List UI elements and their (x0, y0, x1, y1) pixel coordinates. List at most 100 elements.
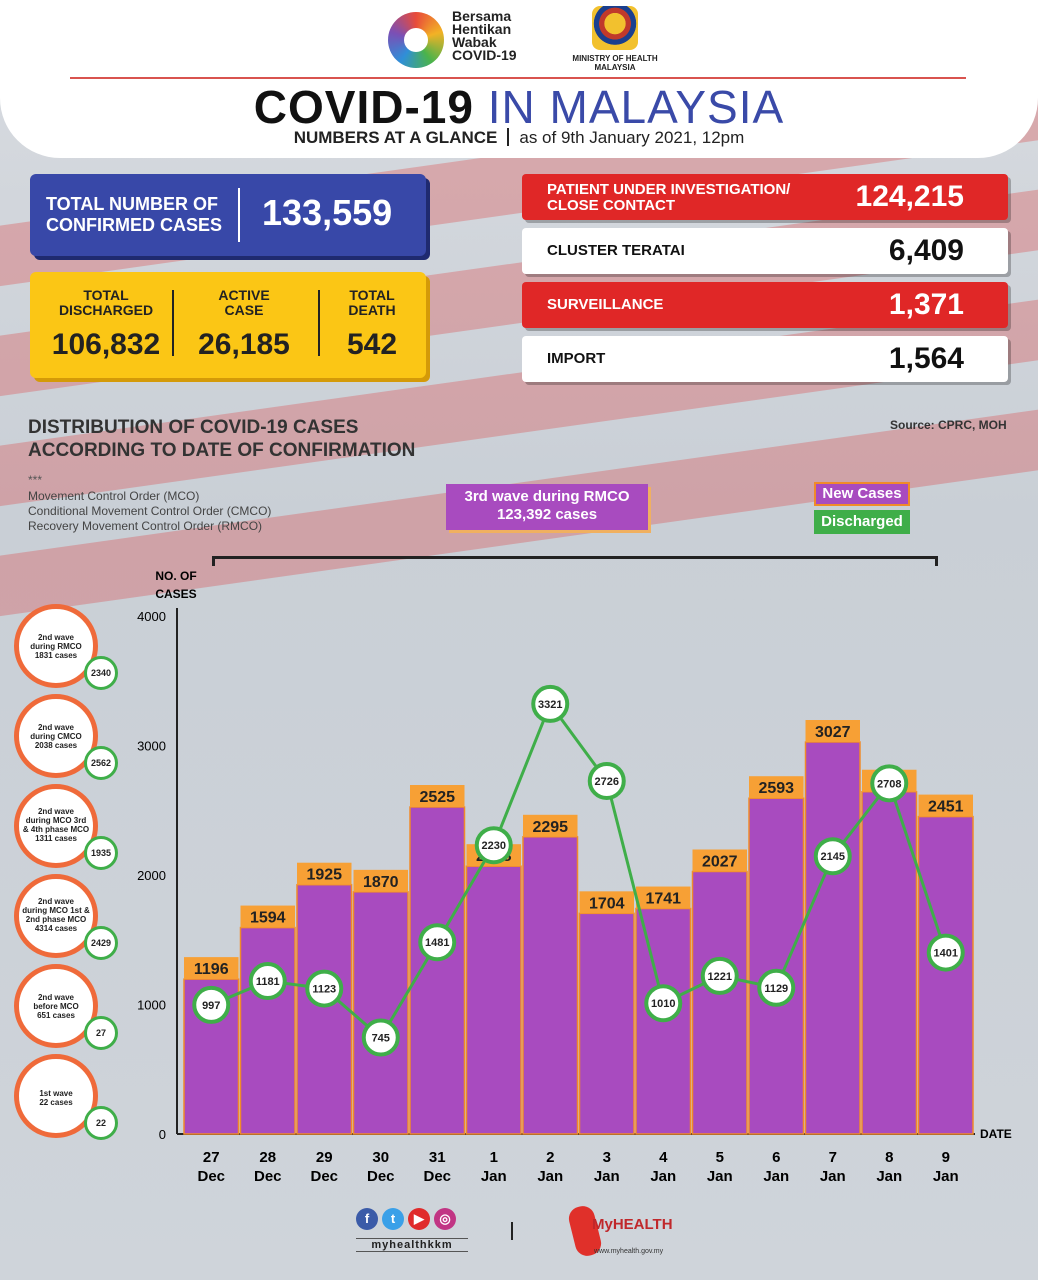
category-label: IMPORT (547, 350, 606, 367)
stat-label: ACTIVE (218, 287, 270, 303)
discharged-point (700, 956, 739, 995)
bar-new-cases (352, 891, 409, 1135)
bar-new-cases (804, 741, 861, 1135)
discharged-value-label: 1401 (934, 948, 958, 960)
stat-label: DEATH (348, 302, 396, 318)
distribution-title-line: DISTRIBUTION OF COVID-19 CASES (28, 417, 359, 438)
discharged-point (474, 826, 513, 865)
wave-text: 4314 cases (34, 924, 78, 933)
bar-new-cases (691, 870, 748, 1135)
y-axis-label: NO. OF (155, 569, 196, 583)
wave-text: during MCO 3rd (25, 816, 87, 825)
page-title: COVID-19 IN MALAYSIA (0, 80, 1038, 134)
bar-value-bg (523, 814, 578, 837)
bar-new-cases (522, 836, 579, 1135)
subtitle-glance: NUMBERS AT A GLANCE (293, 128, 498, 147)
wave-discharged-badge: 2340 (84, 656, 118, 690)
discharged-value-label: 1129 (764, 983, 788, 995)
mco-legend-item: Conditional Movement Control Order (CMCO… (28, 504, 272, 518)
twitter-icon[interactable]: t (382, 1208, 404, 1230)
cases-chart: NO. OFCASESDATE0100020003000400011961594… (137, 569, 1012, 1185)
wave3-label: 3rd wave during RMCO (464, 488, 630, 505)
instagram-icon[interactable]: ◎ (434, 1208, 456, 1230)
header: Bersama Hentikan Wabak COVID-19 MINISTRY… (0, 0, 1038, 158)
page-subtitle: NUMBERS AT A GLANCE as of 9th January 202… (0, 128, 1038, 148)
facebook-icon[interactable]: f (356, 1208, 378, 1230)
total-label: TOTAL NUMBER OF (46, 194, 218, 214)
distribution-title: DISTRIBUTION OF COVID-19 CASES ACCORDING… (28, 416, 415, 462)
bar-value-bg (410, 785, 465, 808)
status-card: TOTAL DISCHARGED 106,832 ACTIVE CASE 26,18… (30, 272, 426, 378)
logo-text: Hentikan (452, 21, 512, 37)
title-covid: COVID-19 (253, 81, 474, 133)
stat-label: TOTAL (349, 287, 395, 303)
category-value: 6,409 (888, 234, 964, 267)
discharged-value-label: 745 (372, 1033, 390, 1045)
discharged-point (192, 985, 231, 1024)
stat-label: DISCHARGED (58, 302, 154, 318)
category-label: CLOSE CONTACT (547, 197, 676, 214)
bar-new-cases (861, 790, 918, 1135)
wave-discharged-badge: 22 (84, 1106, 118, 1140)
wave-text: 2nd wave (37, 723, 74, 732)
stat-label: TOTAL (83, 287, 129, 303)
discharged-value-label: 997 (202, 1000, 220, 1012)
bar-value-label: 2451 (928, 799, 964, 816)
discharged-value-label: 2230 (482, 840, 506, 852)
discharged-point (587, 761, 626, 800)
wave-text: 2038 cases (34, 741, 78, 750)
category-value: 1,564 (888, 342, 964, 375)
x-tick-day: 1 (490, 1149, 498, 1166)
ministry-country: MALAYSIA (594, 63, 636, 72)
x-tick-month: Jan (707, 1168, 733, 1185)
bar-value-label: 2593 (758, 780, 794, 797)
wave-text: before MCO (33, 1002, 79, 1011)
category-label: SURVEILLANCE (547, 296, 664, 313)
x-tick-day: 27 (203, 1149, 220, 1166)
legend-new-cases: New Cases (814, 482, 910, 506)
source-note: Source: CPRC, MOH (890, 418, 1007, 432)
ministry-logo: MINISTRY OF HEALTH MALAYSIA (560, 6, 670, 74)
category-card-import: IMPORT 1,564 (522, 336, 1008, 382)
category-label: CLUSTER TERATAI (547, 242, 685, 259)
wave-discharged-badge: 2429 (84, 926, 118, 960)
wave-text: during CMCO (30, 732, 82, 741)
x-tick-day: 30 (372, 1149, 389, 1166)
discharged-value-label: 2708 (877, 778, 901, 790)
wave-discharged-badge: 1935 (84, 836, 118, 870)
subtitle-separator (507, 128, 510, 146)
stat-divider (318, 290, 320, 356)
youtube-icon[interactable]: ▶ (408, 1208, 430, 1230)
y-tick-label: 1000 (137, 998, 166, 1013)
x-tick-month: Dec (254, 1168, 282, 1185)
x-tick-day: 8 (885, 1149, 893, 1166)
discharged-point (644, 984, 683, 1023)
bar-value-label: 1870 (363, 874, 399, 891)
bar-new-cases (917, 815, 974, 1135)
bar-value-bg (918, 794, 973, 817)
bar-new-cases (296, 883, 353, 1135)
x-tick-day: 29 (316, 1149, 333, 1166)
x-tick-day: 7 (829, 1149, 837, 1166)
bar-value-label: 1594 (250, 910, 286, 927)
y-tick-label: 4000 (137, 609, 166, 624)
bar-value-label: 2295 (532, 819, 568, 836)
discharged-point (531, 684, 570, 723)
distribution-title-line: ACCORDING TO DATE OF CONFIRMATION (28, 440, 416, 461)
legend-discharged: Discharged (814, 510, 910, 534)
discharged-value-label: 2145 (821, 851, 845, 863)
myhealth-logo: MyHEALTH www.myhealth.gov.my (566, 1202, 688, 1262)
bar-value-bg (749, 776, 804, 799)
social-icons: f t ▶ ◎ (356, 1208, 460, 1230)
bar-value-bg (579, 891, 634, 914)
social-handle: myhealthkkm (356, 1238, 468, 1252)
x-tick-day: 4 (659, 1149, 668, 1166)
card-divider (238, 188, 240, 242)
stat-value: 26,185 (198, 328, 290, 361)
discharged-point (813, 837, 852, 876)
mco-legend-item: Movement Control Order (MCO) (28, 489, 200, 503)
x-tick-day: 9 (942, 1149, 950, 1166)
bar-value-label: 1741 (645, 891, 681, 908)
logo-text: COVID-19 (452, 47, 517, 63)
discharged-stat: TOTAL DISCHARGED 106,832 (38, 288, 174, 362)
